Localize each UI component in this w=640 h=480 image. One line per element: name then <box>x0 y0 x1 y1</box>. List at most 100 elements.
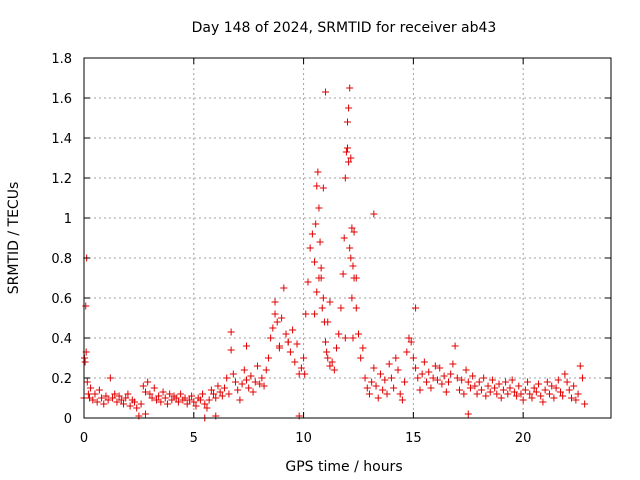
data-point <box>438 380 446 388</box>
data-point <box>98 394 106 402</box>
data-point <box>306 244 314 252</box>
data-point <box>144 378 152 386</box>
data-point <box>471 382 479 390</box>
y-tick-label: 1.4 <box>51 132 72 147</box>
data-point <box>83 378 91 386</box>
data-point <box>89 396 97 404</box>
data-point <box>539 398 547 406</box>
data-point <box>120 400 128 408</box>
data-point <box>87 384 95 392</box>
data-point <box>552 384 560 392</box>
data-point <box>109 394 117 402</box>
data-point <box>431 362 439 370</box>
data-point <box>293 340 301 348</box>
data-point <box>223 374 231 382</box>
x-tick-label: 0 <box>80 431 88 446</box>
data-point <box>383 390 391 398</box>
data-point <box>251 378 259 386</box>
data-point <box>177 390 185 398</box>
data-point <box>429 374 437 382</box>
y-tick-label: 1.6 <box>51 92 72 107</box>
data-point <box>370 364 378 372</box>
data-point <box>530 384 538 392</box>
data-point <box>563 378 571 386</box>
data-point <box>537 392 545 400</box>
data-point <box>133 404 141 412</box>
data-point <box>528 394 536 402</box>
data-point <box>174 398 182 406</box>
y-tick-label: 1 <box>64 212 72 227</box>
data-point <box>163 400 171 408</box>
y-axis-title: SRMTID / TECUs <box>6 182 22 295</box>
data-point <box>372 382 380 390</box>
data-point <box>398 396 406 404</box>
data-point <box>166 390 174 398</box>
data-point <box>344 118 351 126</box>
data-point <box>357 354 365 362</box>
data-point <box>567 394 575 402</box>
data-point <box>317 264 325 272</box>
data-point <box>216 388 224 396</box>
data-point <box>352 304 360 312</box>
data-point <box>532 388 540 396</box>
data-point <box>93 398 101 406</box>
data-point <box>236 396 244 404</box>
data-point <box>326 298 334 306</box>
data-point <box>322 88 330 96</box>
data-point <box>387 374 395 382</box>
data-point <box>412 304 420 312</box>
data-point <box>245 384 253 392</box>
data-point <box>515 382 523 390</box>
data-point <box>495 380 503 388</box>
data-point <box>442 388 450 396</box>
data-point <box>451 342 459 350</box>
data-point <box>203 404 211 412</box>
data-point <box>240 366 248 374</box>
data-point <box>374 394 382 402</box>
data-point <box>561 370 569 378</box>
data-point <box>95 386 103 394</box>
data-point <box>117 396 125 404</box>
data-point <box>493 390 501 398</box>
data-point <box>172 394 180 402</box>
data-point <box>488 376 496 384</box>
data-point <box>423 378 431 386</box>
data-point <box>227 328 235 336</box>
x-tick-label: 15 <box>405 431 422 446</box>
data-point <box>82 302 90 310</box>
data-point <box>232 378 240 386</box>
data-point <box>282 330 290 338</box>
data-point <box>214 382 222 390</box>
data-point <box>581 400 589 408</box>
data-point <box>196 396 204 404</box>
data-point <box>207 386 215 394</box>
data-point <box>462 366 470 374</box>
data-point <box>113 398 121 406</box>
data-point <box>436 364 444 372</box>
data-point <box>440 372 448 380</box>
data-point <box>447 370 455 378</box>
data-point <box>541 386 549 394</box>
data-point <box>556 388 564 396</box>
data-point <box>464 378 472 386</box>
data-point <box>346 244 354 252</box>
data-point <box>370 210 378 218</box>
data-point <box>365 390 373 398</box>
axis-ticks <box>83 57 611 419</box>
data-point <box>504 390 512 398</box>
data-point <box>301 370 309 378</box>
data-point <box>313 182 321 190</box>
data-point <box>420 358 428 366</box>
data-point <box>381 376 389 384</box>
data-point <box>210 390 218 398</box>
data-point <box>269 324 277 332</box>
data-point <box>401 378 409 386</box>
data-point <box>475 378 483 386</box>
data-point <box>190 398 198 406</box>
data-point <box>218 392 226 400</box>
data-point <box>238 380 246 388</box>
data-point <box>326 362 334 370</box>
data-point <box>318 304 326 312</box>
data-point <box>185 396 193 404</box>
